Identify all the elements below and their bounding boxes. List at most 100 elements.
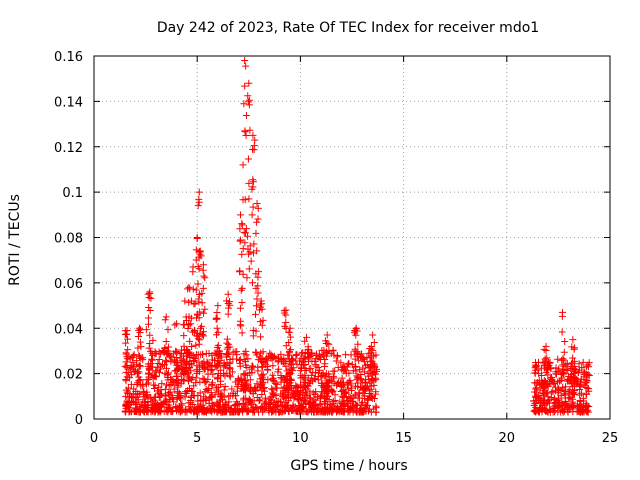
data-point: [201, 305, 209, 313]
data-point: [132, 398, 140, 406]
data-point: [355, 389, 363, 397]
data-point: [560, 348, 568, 356]
data-point: [287, 355, 295, 363]
data-point: [135, 333, 143, 341]
data-point: [233, 387, 241, 395]
data-point: [258, 404, 266, 412]
data-point: [161, 344, 169, 352]
data-point: [304, 345, 312, 353]
data-point: [153, 363, 161, 371]
data-point: [237, 375, 245, 383]
data-point: [533, 362, 541, 370]
data-point: [540, 390, 548, 398]
data-point: [226, 373, 234, 381]
data-point: [186, 374, 194, 382]
data-point: [370, 352, 378, 360]
data-point: [136, 376, 144, 384]
data-point: [183, 352, 191, 360]
y-tick-label: 0.12: [54, 141, 83, 156]
data-point: [242, 112, 250, 120]
data-point: [300, 407, 308, 415]
data-point: [174, 388, 182, 396]
data-point: [195, 336, 203, 344]
data-point: [146, 331, 154, 339]
data-point: [195, 195, 203, 203]
data-point: [535, 370, 543, 378]
data-point: [535, 394, 543, 402]
data-point: [165, 389, 173, 397]
data-point: [284, 351, 292, 359]
data-point: [564, 376, 572, 384]
data-point: [241, 82, 249, 90]
data-point: [146, 290, 154, 298]
data-point: [145, 344, 153, 352]
data-point: [239, 270, 247, 278]
data-point: [142, 403, 150, 411]
data-point: [260, 358, 268, 366]
data-point: [325, 370, 333, 378]
data-point: [551, 404, 559, 412]
data-point: [584, 408, 592, 416]
data-point: [244, 92, 252, 100]
data-point: [267, 396, 275, 404]
data-point: [203, 358, 211, 366]
data-point: [188, 351, 196, 359]
data-point: [339, 393, 347, 401]
data-point: [300, 378, 308, 386]
data-point: [579, 407, 587, 415]
data-point: [178, 400, 186, 408]
data-point: [170, 398, 178, 406]
data-point: [255, 268, 263, 276]
data-point: [121, 392, 129, 400]
data-point: [301, 349, 309, 357]
data-point: [195, 265, 203, 273]
data-point: [316, 393, 324, 401]
data-point: [248, 362, 256, 370]
data-point: [194, 335, 202, 343]
data-point: [301, 364, 309, 372]
data-point: [307, 398, 315, 406]
data-point: [183, 316, 191, 324]
data-point: [559, 366, 567, 374]
data-point: [368, 375, 376, 383]
data-point: [194, 202, 202, 210]
data-point: [239, 405, 247, 413]
data-point: [146, 365, 154, 373]
data-point: [288, 365, 296, 373]
data-point: [558, 328, 566, 336]
data-point: [214, 402, 222, 410]
data-point: [260, 385, 268, 393]
data-point: [244, 155, 252, 163]
data-point: [197, 403, 205, 411]
data-point: [166, 388, 174, 396]
data-point: [344, 385, 352, 393]
data-point: [162, 337, 170, 345]
data-point: [367, 345, 375, 353]
data-point: [250, 385, 258, 393]
data-point: [337, 402, 345, 410]
data-point: [321, 360, 329, 368]
data-point: [262, 394, 270, 402]
data-point: [255, 397, 263, 405]
data-point: [244, 232, 252, 240]
data-point: [312, 401, 320, 409]
data-point: [171, 357, 179, 365]
data-point: [177, 401, 185, 409]
data-point: [351, 355, 359, 363]
data-point: [166, 396, 174, 404]
data-point: [148, 355, 156, 363]
data-point: [256, 375, 264, 383]
data-point: [369, 371, 377, 379]
data-point: [541, 358, 549, 366]
data-point: [260, 375, 268, 383]
data-point: [207, 362, 215, 370]
data-point: [368, 357, 376, 365]
data-point: [201, 274, 209, 282]
data-point: [178, 375, 186, 383]
data-point: [234, 401, 242, 409]
data-point: [123, 364, 131, 372]
data-point: [181, 297, 189, 305]
data-point: [208, 382, 216, 390]
data-point: [189, 268, 197, 276]
data-point: [569, 398, 577, 406]
